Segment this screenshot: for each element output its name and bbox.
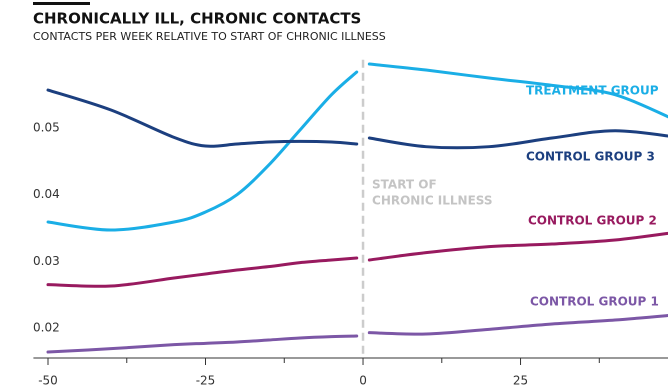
y-tick-label: 0.02 [33,321,60,335]
y-tick-label: 0.03 [33,254,60,268]
series-label: CONTROL GROUP 3 [526,150,655,164]
x-tick-label: -25 [196,374,216,388]
title-bar [33,2,90,5]
y-tick-label: 0.04 [33,187,60,201]
chart-subtitle: CONTACTS PER WEEK RELATIVE TO START OF C… [33,30,386,43]
x-tick-label: -50 [38,374,58,388]
series-line [46,231,668,288]
series-line [46,88,668,150]
annotation: START OF [372,178,437,192]
series-label: CONTROL GROUP 1 [530,295,659,309]
series-label: CONTROL GROUP 2 [528,214,657,228]
series-label: TREATMENT GROUP [526,84,659,98]
x-tick-label: 0 [359,374,367,388]
x-tick-label: 25 [513,374,528,388]
series-line [46,314,668,354]
chart-title: CHRONICALLY ILL, CHRONIC CONTACTS [33,10,361,28]
y-tick-label: 0.05 [33,121,60,135]
annotation: CHRONIC ILLNESS [372,194,493,208]
series-line [46,62,668,232]
